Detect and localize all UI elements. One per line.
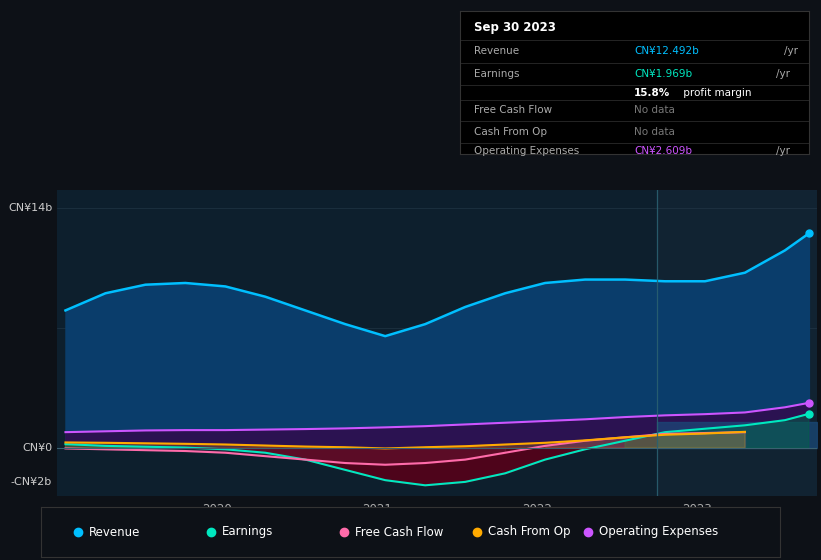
- Text: /yr: /yr: [784, 46, 798, 56]
- Text: Cash From Op: Cash From Op: [488, 525, 571, 539]
- Text: Earnings: Earnings: [222, 525, 273, 539]
- Text: Operating Expenses: Operating Expenses: [474, 146, 579, 156]
- Text: Free Cash Flow: Free Cash Flow: [355, 525, 443, 539]
- Text: CN¥2.609b: CN¥2.609b: [635, 146, 692, 156]
- Text: -CN¥2b: -CN¥2b: [11, 477, 53, 487]
- Text: Sep 30 2023: Sep 30 2023: [474, 21, 556, 34]
- Text: profit margin: profit margin: [680, 87, 751, 97]
- Bar: [657, 190, 821, 496]
- Text: No data: No data: [635, 105, 675, 115]
- Text: /yr: /yr: [776, 146, 790, 156]
- Text: 15.8%: 15.8%: [635, 87, 671, 97]
- Text: Revenue: Revenue: [474, 46, 519, 56]
- Text: Revenue: Revenue: [89, 525, 140, 539]
- Text: Operating Expenses: Operating Expenses: [599, 525, 718, 539]
- Text: /yr: /yr: [776, 69, 790, 79]
- Text: CN¥1.969b: CN¥1.969b: [635, 69, 692, 79]
- Text: Free Cash Flow: Free Cash Flow: [474, 105, 552, 115]
- Text: Cash From Op: Cash From Op: [474, 127, 547, 137]
- Text: No data: No data: [635, 127, 675, 137]
- Text: CN¥0: CN¥0: [22, 442, 53, 452]
- Text: CN¥14b: CN¥14b: [8, 203, 53, 213]
- Text: Earnings: Earnings: [474, 69, 519, 79]
- Text: CN¥12.492b: CN¥12.492b: [635, 46, 699, 56]
